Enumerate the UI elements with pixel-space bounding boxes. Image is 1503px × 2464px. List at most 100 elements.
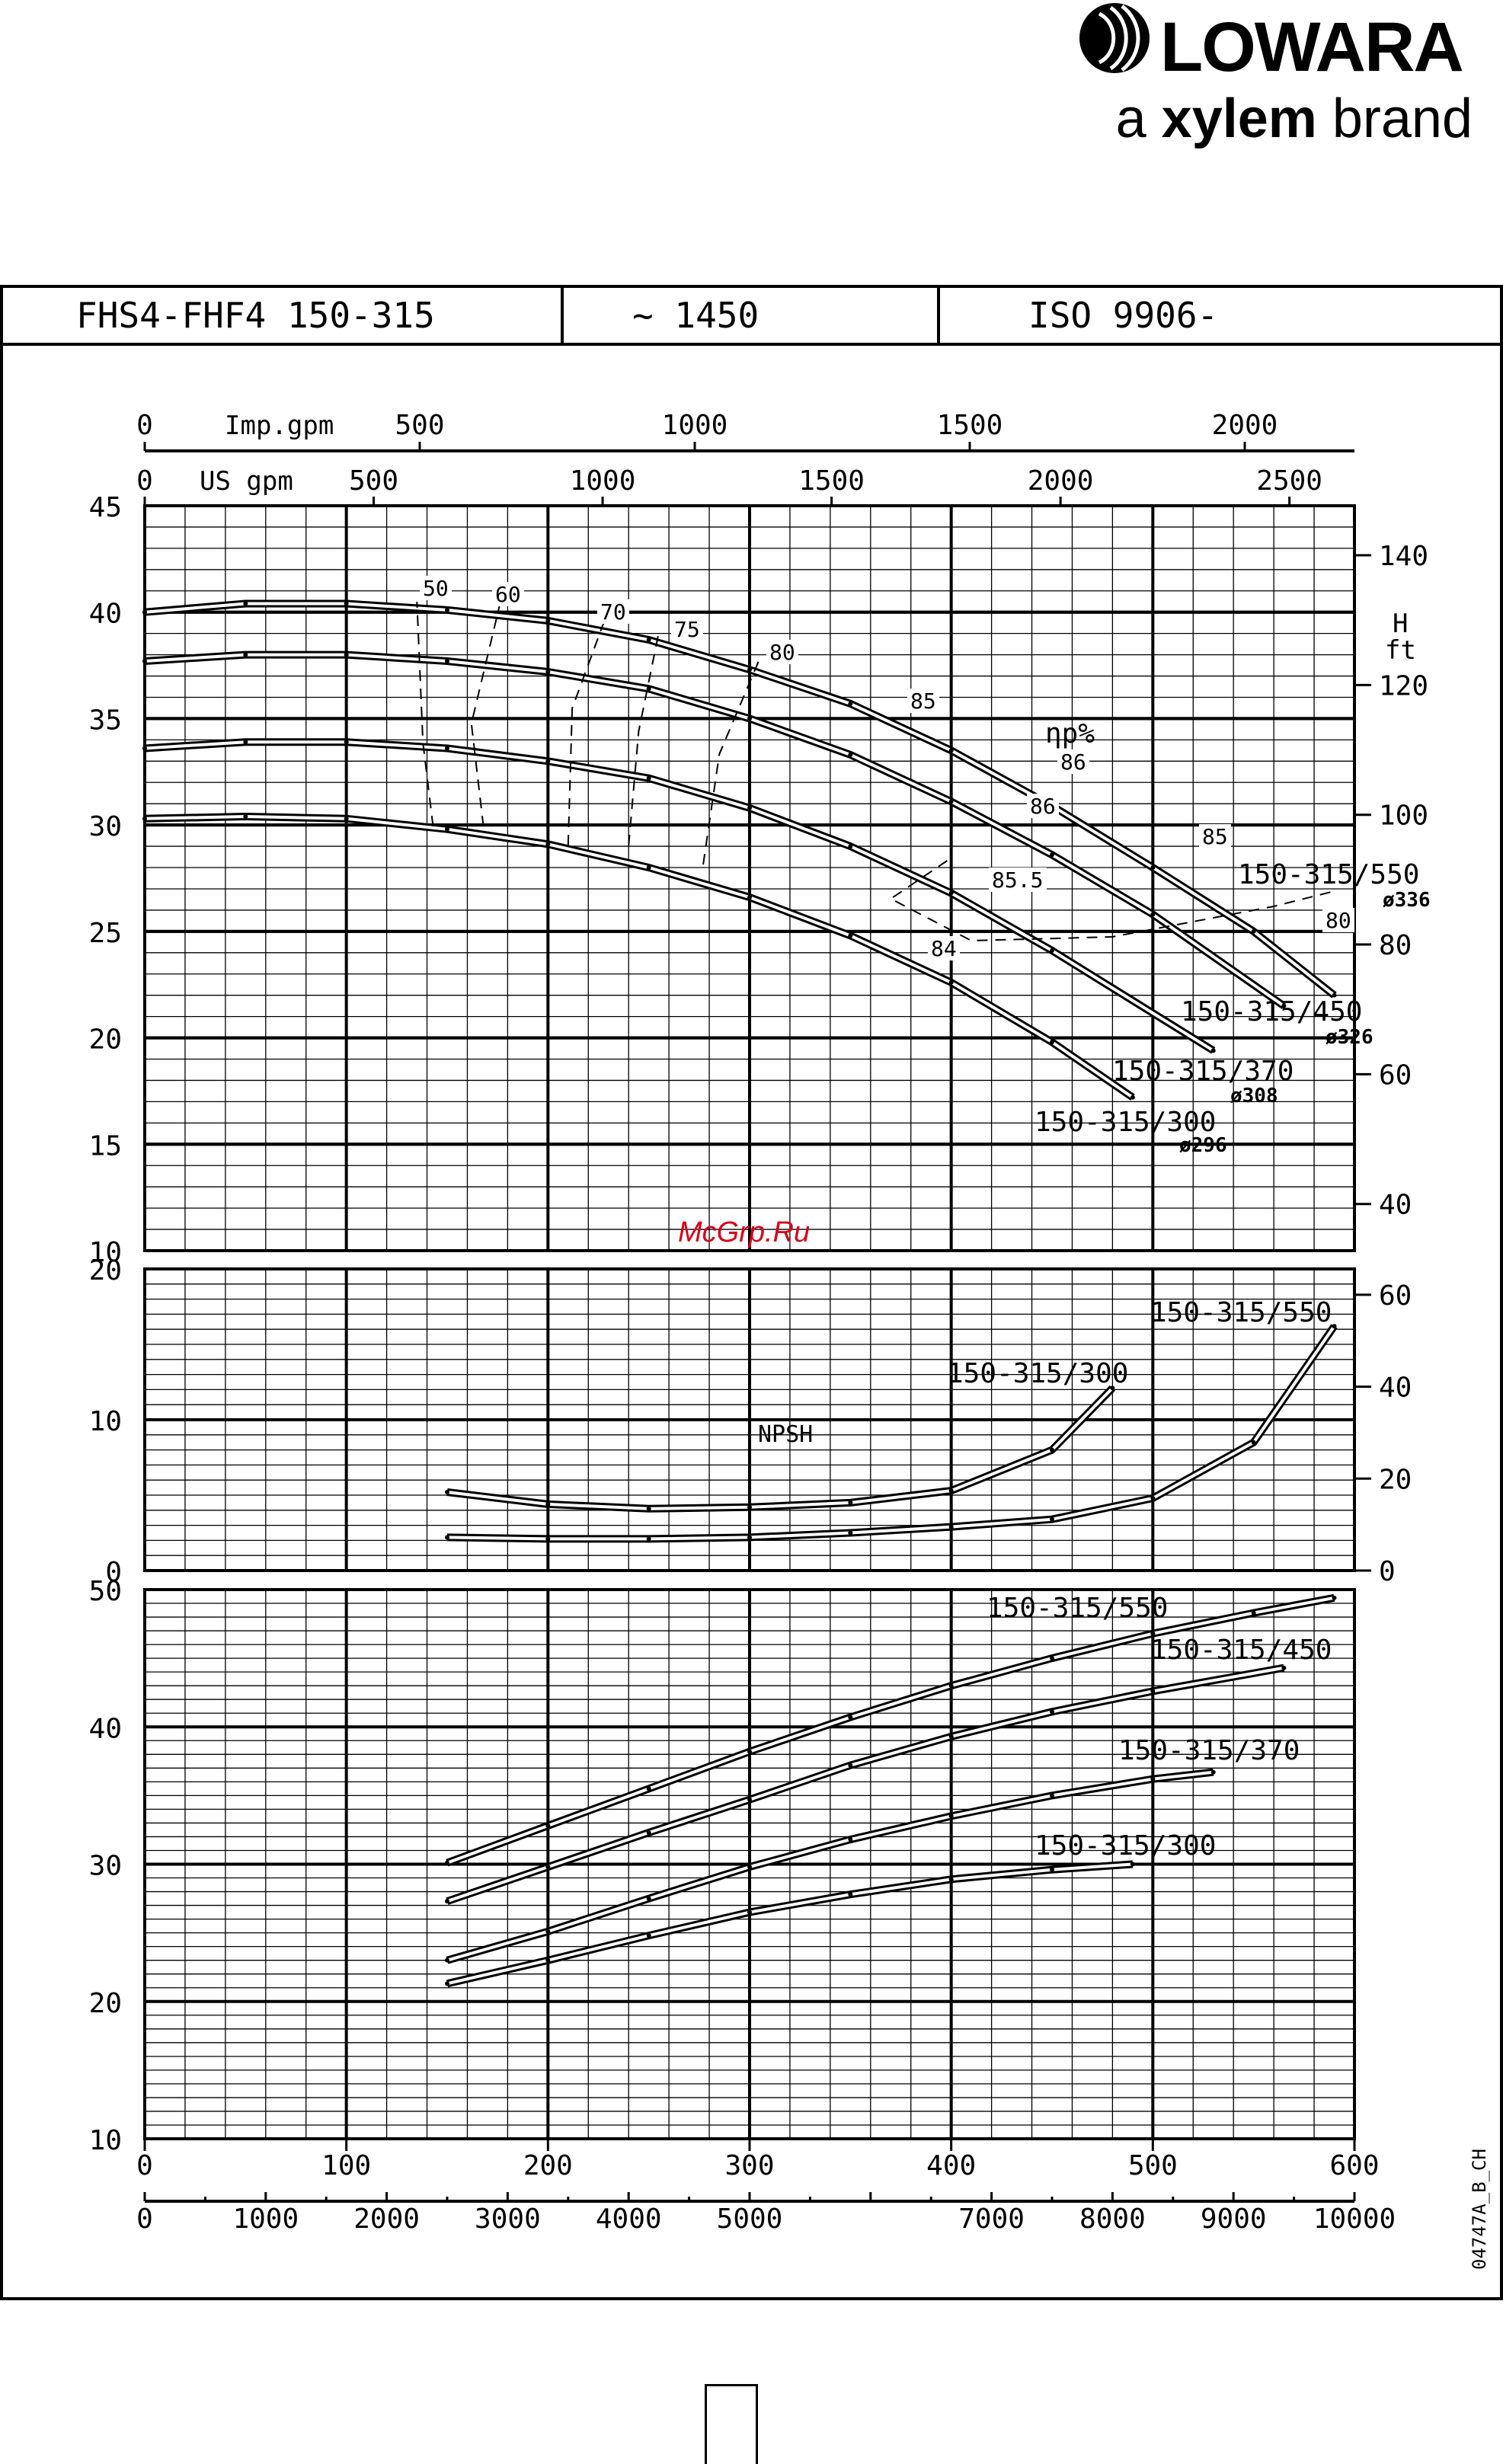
npsh-data-point: [1251, 1440, 1256, 1445]
efficiency-label-bg: [1027, 794, 1059, 818]
tagline-pre: a: [1115, 88, 1146, 149]
m3h-tick: 200: [523, 2150, 573, 2181]
efficiency-value-label: 85.5: [992, 868, 1043, 893]
head-y-tick: 45: [89, 492, 122, 523]
head-data-point: [243, 813, 248, 819]
power-curve-inner: [446, 1862, 1134, 1986]
head-data-point: [948, 748, 954, 753]
head-data-point: [1251, 928, 1256, 934]
npsh-curve-label-300: 150-315/300: [947, 1358, 1128, 1389]
head-data-point: [142, 609, 147, 615]
us-gpm-tick: 1000: [570, 465, 636, 497]
head-data-point: [243, 652, 248, 657]
header-speed: ~ 1450: [632, 295, 759, 336]
us-gpm-tick: 2000: [1028, 465, 1094, 497]
power-data-point: [1150, 1776, 1156, 1782]
head-ft-tick: 40: [1379, 1190, 1412, 1221]
power-data-point: [545, 1957, 551, 1963]
efficiency-label-bg: [1057, 749, 1089, 774]
head-data-point: [445, 658, 449, 663]
head-y-tick: 20: [89, 1024, 122, 1056]
power-data-point: [1050, 1709, 1054, 1715]
head-data-point: [445, 746, 449, 751]
curve-label-300: 150-315/300: [1035, 1107, 1216, 1138]
power-data-point: [646, 1786, 651, 1791]
npsh-curve-inner: [446, 1325, 1336, 1541]
head-data-point: [1050, 1040, 1054, 1045]
efficiency-value-label: 85: [910, 689, 936, 714]
head-data-point: [445, 607, 449, 612]
npsh-data-point: [1050, 1447, 1054, 1453]
efficiency-label-bg: [671, 617, 703, 641]
efficiency-contour: [702, 658, 761, 865]
power-data-point: [445, 1899, 449, 1904]
npsh-data-point: [747, 1504, 752, 1510]
power-data-point: [747, 1749, 752, 1754]
head-data-point: [344, 601, 349, 606]
head-data-point: [344, 740, 349, 745]
power-data-point: [1281, 1665, 1287, 1670]
us-gpm-label: US gpm: [200, 466, 293, 497]
lmin-tick: 9000: [1201, 2204, 1267, 2235]
power-y-tick: 20: [89, 1988, 122, 2019]
power-data-point: [747, 1865, 752, 1870]
power-data-point: [1130, 1862, 1135, 1867]
head-data-point: [545, 618, 551, 623]
power-curve-label-550: 150-315/550: [987, 1593, 1168, 1624]
power-data-point: [1050, 1656, 1054, 1661]
head-data-point: [142, 658, 147, 663]
power-data-point: [747, 1910, 752, 1915]
power-y-tick: 10: [89, 2125, 122, 2156]
head-data-point: [848, 752, 853, 757]
head-data-point: [142, 816, 147, 821]
efficiency-value-label: 86: [1030, 794, 1056, 819]
head-curve-inner: [144, 740, 1214, 1052]
lmin-tick: 10000: [1313, 2204, 1396, 2235]
efficiency-label-bg: [420, 576, 452, 600]
head-data-point: [545, 842, 551, 847]
efficiency-label-bg: [907, 689, 939, 713]
efficiency-label-bg: [928, 936, 960, 960]
page-number-box: [705, 2384, 758, 2464]
head-ft-tick: 140: [1379, 541, 1428, 572]
efficiency-label-bg: [766, 640, 798, 664]
npsh-ft-tick: 60: [1379, 1280, 1412, 1312]
imp-gpm-tick: 1500: [937, 410, 1003, 441]
lmin-tick: 2000: [353, 2204, 420, 2235]
head-data-point: [344, 816, 349, 821]
npsh-data-point: [646, 1536, 651, 1542]
efficiency-unit-label: ηp%: [1045, 718, 1095, 749]
power-curve-label-450: 150-315/450: [1150, 1635, 1332, 1666]
head-curve-inner: [144, 602, 1335, 997]
lmin-tick: 3000: [475, 2204, 541, 2235]
power-curve-inner: [446, 1666, 1284, 1903]
npsh-ft-tick: 0: [1379, 1556, 1396, 1587]
diameter-label-326: ø326: [1326, 1026, 1373, 1049]
power-data-point: [747, 1797, 752, 1802]
lmin-tick: 4000: [596, 2204, 662, 2235]
npsh-ft-tick: 40: [1379, 1373, 1412, 1404]
efficiency-value-label: 50: [423, 576, 449, 601]
power-data-point: [948, 1877, 954, 1882]
diameter-label-336: ø336: [1383, 889, 1431, 912]
diameter-label-308: ø308: [1230, 1085, 1278, 1107]
head-data-point: [1050, 948, 1054, 954]
power-data-point: [1332, 1595, 1337, 1600]
npsh-y-tick: 20: [89, 1255, 122, 1286]
head-data-point: [545, 669, 551, 674]
right-axis-ft-label: ft: [1385, 635, 1416, 666]
imp-gpm-tick: 2000: [1212, 410, 1278, 441]
power-data-point: [1150, 1631, 1156, 1636]
m3h-tick: 0: [136, 2150, 153, 2181]
power-data-point: [445, 1981, 449, 1986]
head-data-point: [948, 890, 954, 896]
head-y-tick: 10: [89, 1237, 122, 1268]
npsh-data-point: [948, 1488, 954, 1494]
tagline-brand: xylem: [1161, 88, 1317, 149]
diameter-label-296: ø296: [1179, 1134, 1227, 1157]
lmin-tick: 5000: [717, 2204, 783, 2235]
head-ft-tick: 60: [1379, 1059, 1412, 1091]
head-data-point: [1050, 852, 1054, 858]
power-data-point: [848, 1837, 853, 1842]
